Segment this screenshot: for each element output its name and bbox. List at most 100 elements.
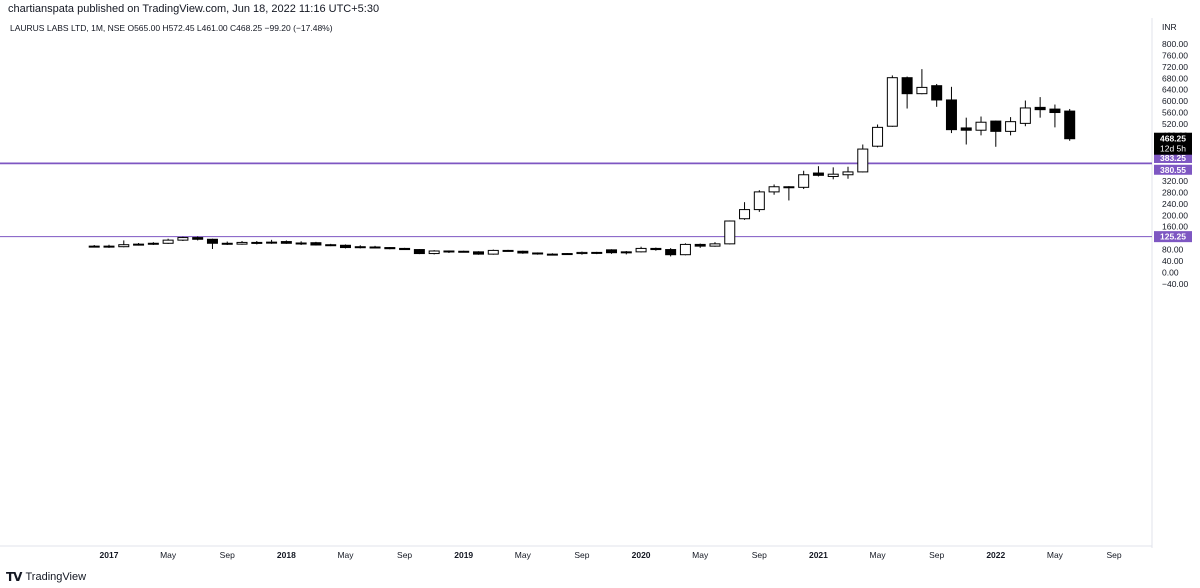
candle-body-up [561, 253, 573, 256]
candle-body-up [88, 245, 100, 248]
symbol-legend: LAURUS LABS LTD, 1M, NSE O565.00 H572.45… [10, 23, 333, 33]
last-price-badge-bg [1154, 132, 1192, 155]
level-badge-label: 380.55 [1160, 165, 1186, 175]
candle-body-up [857, 148, 869, 173]
candle [620, 250, 632, 255]
y-tick-label: 600.00 [1162, 96, 1188, 106]
candle [606, 249, 618, 254]
x-tick-label: 2020 [632, 550, 651, 560]
candle [901, 76, 913, 109]
candle-body-up [768, 186, 780, 193]
x-tick-label: 2021 [809, 550, 828, 560]
candle-body-up [546, 253, 558, 256]
candle [931, 83, 943, 107]
candle [1005, 117, 1017, 136]
x-tick-label: Sep [929, 550, 944, 560]
candle-body-down [103, 245, 115, 248]
candle-body-down [221, 242, 233, 245]
candle [280, 240, 292, 244]
x-tick-label: May [337, 550, 354, 560]
x-tick-label: May [870, 550, 887, 560]
y-tick-label: 320.00 [1162, 176, 1188, 186]
candle [1034, 97, 1046, 118]
candle [369, 245, 381, 249]
candle [960, 117, 972, 145]
level-badge-label: 125.25 [1160, 232, 1186, 242]
y-tick-label: 160.00 [1162, 222, 1188, 232]
x-tick-label: May [1047, 550, 1064, 560]
candle-body-down [1049, 108, 1061, 114]
candle-body-down [295, 242, 307, 245]
candle [384, 246, 396, 250]
candle-body-down [399, 247, 411, 251]
candle-body-down [458, 250, 470, 253]
candle [576, 251, 588, 255]
candle-body-up [147, 242, 159, 245]
x-tick-label: May [515, 550, 532, 560]
x-tick-label: 2022 [986, 550, 1005, 560]
x-tick-label: 2019 [454, 550, 473, 560]
price-chart[interactable]: LAURUS LABS LTD, 1M, NSE O565.00 H572.45… [0, 18, 1200, 566]
candle [339, 244, 351, 249]
candle [310, 241, 322, 246]
candle-body-down [1034, 106, 1046, 111]
candle [886, 75, 898, 127]
x-tick-label: Sep [574, 550, 589, 560]
y-tick-label: 240.00 [1162, 199, 1188, 209]
candle-body-down [517, 250, 529, 254]
candle [221, 241, 233, 245]
bar-countdown-label: 12d 5h [1160, 144, 1186, 154]
candle-body-up [162, 239, 174, 244]
candle [354, 245, 366, 249]
candle [487, 249, 499, 255]
candle-body-up [576, 251, 588, 255]
candle-body-down [606, 249, 618, 254]
candle [236, 240, 248, 245]
candle-body-up [975, 121, 987, 131]
candle [872, 124, 884, 148]
candle-body-up [487, 249, 499, 255]
level-badge-bg [1154, 152, 1192, 163]
x-tick-label: 2017 [100, 550, 119, 560]
tradingview-logo[interactable]: TV TradingView [6, 569, 86, 585]
y-tick-label: 520.00 [1162, 119, 1188, 129]
y-tick-label: 640.00 [1162, 85, 1188, 95]
candle [768, 184, 780, 195]
candle-body-up [620, 251, 632, 254]
candle-body-down [384, 247, 396, 250]
candle [753, 190, 765, 212]
y-tick-label: 40.00 [1162, 256, 1184, 266]
candle-body-down [192, 237, 204, 240]
candle-body-down [325, 244, 337, 247]
candle [945, 86, 957, 134]
candle [709, 242, 721, 247]
y-tick-label: 0.00 [1162, 267, 1179, 277]
candle [1064, 108, 1076, 141]
level-badge-bg [1154, 164, 1192, 175]
candle-body-up [591, 251, 603, 254]
candle-body-up [916, 86, 928, 95]
candle-body-up [842, 171, 854, 176]
horizontal-levels [0, 162, 1152, 238]
candle [251, 240, 263, 245]
candle [295, 241, 307, 245]
candle-body-down [1064, 110, 1076, 140]
candle-body-down [960, 127, 972, 131]
candle [546, 253, 558, 256]
candle [650, 247, 662, 251]
candle [857, 144, 869, 173]
y-tick-label: 720.00 [1162, 62, 1188, 72]
candle-body-down [369, 246, 381, 249]
candle-body-down [206, 238, 218, 244]
publisher-caption: chartianspata published on TradingView.c… [8, 3, 380, 15]
level-badge-label: 383.25 [1160, 153, 1186, 163]
candle-body-down [945, 99, 957, 131]
x-tick-label: 2018 [277, 550, 296, 560]
tradingview-brand-text: TradingView [25, 571, 87, 583]
candle [206, 238, 218, 249]
time-axis[interactable]: 2017 May Sep 2018 May Sep 2019 May Sep 2020 May Sep… [100, 550, 1122, 560]
candle [783, 186, 795, 201]
candle [103, 244, 115, 248]
candle-body-down [901, 77, 913, 95]
